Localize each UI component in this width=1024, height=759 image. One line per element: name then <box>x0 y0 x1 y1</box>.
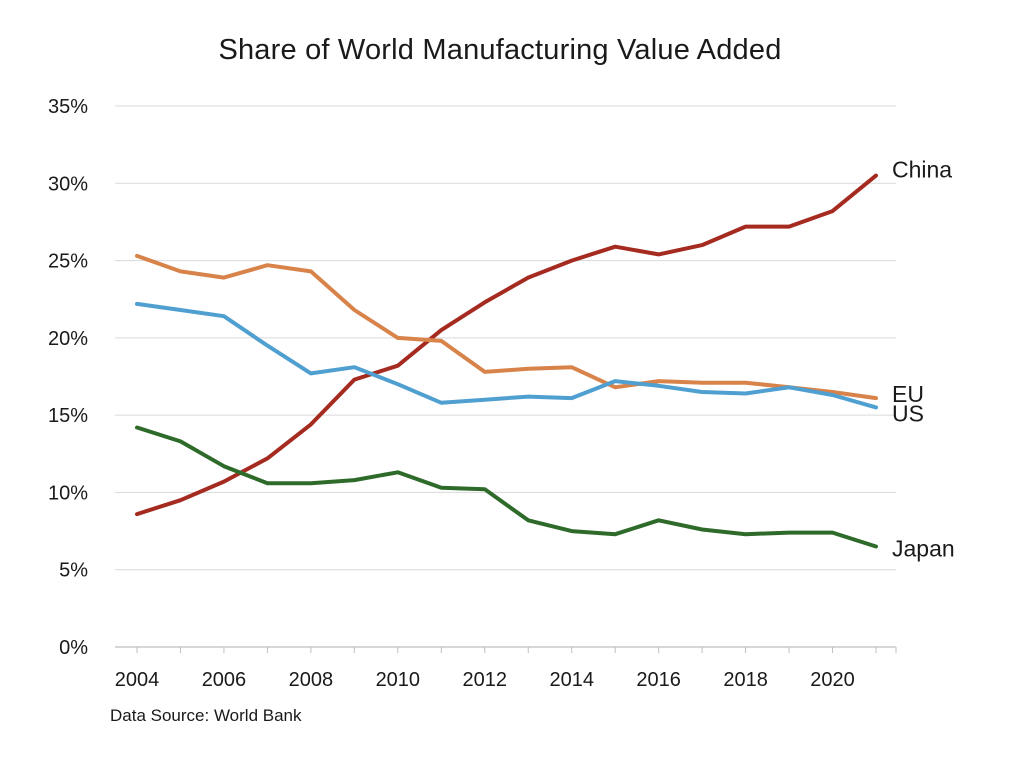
series-line-china <box>135 173 878 517</box>
y-tick-label: 20% <box>48 328 88 350</box>
y-tick-labels: 0% 5% 10% 15% 20% 25% 30% 35% <box>48 96 88 659</box>
x-tick-label: 2014 <box>549 669 594 691</box>
series-label-us: US <box>892 400 924 426</box>
data-source-note: Data Source: World Bank <box>110 706 302 725</box>
y-tick-label: 15% <box>48 405 88 427</box>
x-tick-label: 2008 <box>289 669 334 691</box>
series-label-japan: Japan <box>892 536 955 562</box>
series-label-eu: EU <box>892 381 924 407</box>
series-line-japan <box>135 425 878 549</box>
x-tick-label: 2020 <box>810 669 855 691</box>
gridlines <box>115 105 896 571</box>
x-tick-label: 2018 <box>723 669 768 691</box>
x-tick-label: 2012 <box>463 669 508 691</box>
y-tick-label: 30% <box>48 173 88 195</box>
x-tick-label: 2010 <box>376 669 421 691</box>
series-line-eu <box>135 253 878 401</box>
x-tick-label: 2006 <box>202 669 247 691</box>
chart-title: Share of World Manufacturing Value Added <box>218 34 782 66</box>
y-tick-label: 25% <box>48 251 88 273</box>
y-tick-label: 0% <box>59 637 88 659</box>
series-line-us <box>135 301 878 410</box>
x-tick-label: 2016 <box>636 669 681 691</box>
y-tick-label: 10% <box>48 482 88 504</box>
x-tick-labels: 2004 2006 2008 2010 2012 2014 2016 2018 2020 <box>115 669 855 691</box>
y-tick-label: 5% <box>59 560 88 582</box>
x-axis <box>115 646 897 653</box>
y-tick-label: 35% <box>48 96 88 118</box>
series-lines <box>135 173 878 549</box>
x-tick-label: 2004 <box>115 669 160 691</box>
series-label-china: China <box>892 157 952 183</box>
